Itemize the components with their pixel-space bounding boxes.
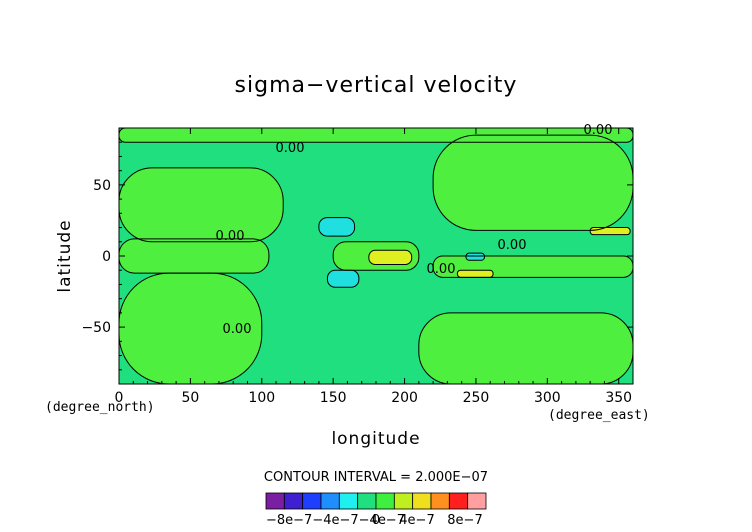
- contour-west-pacific-neg-2: [326, 269, 360, 288]
- contour-labels: 0.00 0.00 0.00 0.00 0.00 0.00: [216, 123, 613, 337]
- x-axis-title: longitude: [331, 429, 420, 449]
- colorbar-swatch: [320, 492, 340, 510]
- contour-west-pacific-neg-1: [318, 217, 356, 237]
- negative-region-east-pacific-neg: [465, 253, 485, 261]
- x-tick-label: 100: [248, 390, 275, 406]
- colorbar: [265, 492, 487, 510]
- strong-region-atlantic-max: [590, 227, 631, 235]
- contour-pacific-pos: [332, 241, 420, 271]
- plot-area: 0.00 0.00 0.00 0.00 0.00 0.00 0 50 100 150 200 250…: [81, 123, 634, 406]
- strong-region-east-pac-max: [457, 270, 494, 278]
- colorbar-swatch: [412, 492, 432, 510]
- x-tick-label: 50: [181, 390, 199, 406]
- x-tick-label: 300: [534, 390, 561, 406]
- contour-label: 0.00: [427, 262, 456, 277]
- contour-interval-text: CONTOUR INTERVAL = 2.000E−07: [264, 470, 488, 485]
- colorbar-swatch: [430, 492, 450, 510]
- y-tick-label: 0: [102, 249, 111, 265]
- colorbar-swatch: [357, 492, 377, 510]
- colorbar-swatch: [265, 492, 285, 510]
- colorbar-swatch: [302, 492, 322, 510]
- positive-region-tropical-band-west: [119, 238, 269, 274]
- contour-east-pacific-neg: [465, 252, 486, 261]
- x-tick-label: 150: [320, 390, 347, 406]
- positive-region-south-west-band: [418, 312, 633, 384]
- contour-label: 0.00: [223, 322, 252, 337]
- positive-region-north-central-asia: [119, 167, 284, 242]
- x-tick-label: 250: [463, 390, 490, 406]
- y-axis-ticks: −50 0 50: [81, 141, 633, 371]
- y-unit-label: (degree_north): [45, 400, 155, 415]
- contour-label: 0.00: [584, 123, 613, 138]
- colorbar-tick-label: 0: [372, 513, 380, 528]
- negative-region-west-pacific-neg-1: [318, 217, 355, 237]
- contour-label: 0.00: [498, 238, 527, 253]
- y-tick-label: −50: [81, 320, 111, 336]
- x-unit-label: (degree_east): [548, 408, 650, 423]
- colorbar-labels: −8e−7−4e−7−4e−70 4e−7 8e−7: [266, 513, 483, 528]
- colorbar-tick-label: 4e−7: [399, 513, 434, 528]
- colorbar-swatch: [393, 492, 414, 510]
- contour-regions: [119, 128, 633, 384]
- y-axis-title: latitude: [55, 219, 75, 292]
- negative-region-west-pacific-neg-2: [327, 270, 359, 288]
- x-axis-ticks: 0 50 100 150 200 250 300 350: [115, 128, 632, 406]
- colorbar-swatch: [338, 492, 359, 510]
- contour-pacific-max: [368, 249, 413, 266]
- strong-region-pacific-max: [368, 250, 412, 265]
- colorbar-tick-label: 8e−7: [447, 513, 482, 528]
- colorbar-swatch: [448, 492, 469, 510]
- positive-region-south-africa-pos: [119, 273, 262, 384]
- x-tick-label: 350: [605, 390, 632, 406]
- y-tick-label: 50: [93, 178, 111, 194]
- colorbar-swatch: [467, 492, 487, 510]
- contour-label: 0.00: [216, 229, 245, 244]
- positive-region-north-america-pos: [433, 135, 633, 231]
- chart-title: sigma−vertical velocity: [235, 73, 518, 98]
- contour-atlantic-max: [589, 227, 631, 236]
- colorbar-swatch: [375, 492, 395, 510]
- x-tick-label: 0: [115, 390, 124, 406]
- colorbar-neg-labels: −8e−7−4e−7−4e−7: [266, 513, 405, 528]
- colorbar-swatch: [283, 492, 304, 510]
- x-tick-label: 200: [391, 390, 418, 406]
- contour-label: 0.00: [276, 141, 305, 156]
- contour-east-pac-max: [456, 269, 494, 278]
